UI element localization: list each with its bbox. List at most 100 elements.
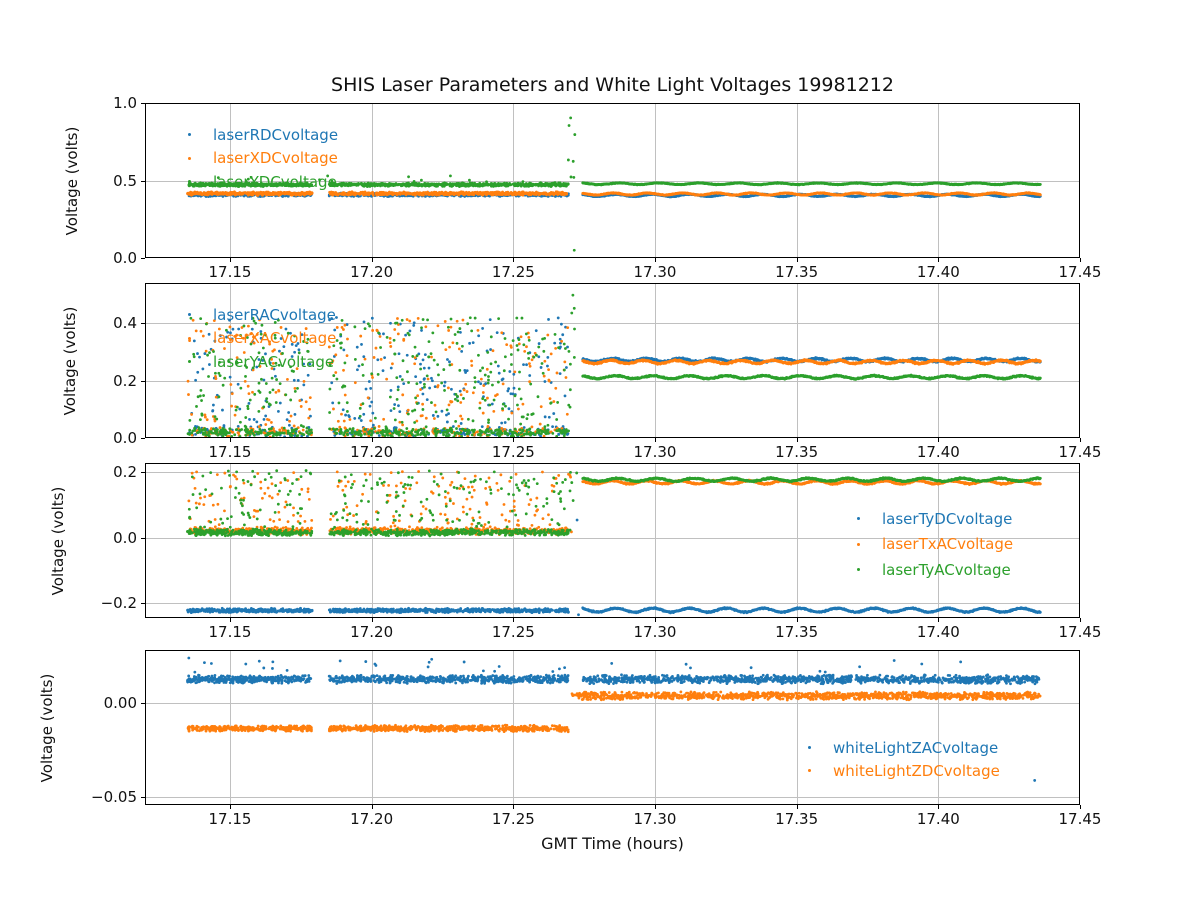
legend-entry: laserRDCvoltage — [188, 123, 338, 147]
x-tick-label: 17.45 — [1058, 443, 1102, 461]
x-tick-label: 17.40 — [916, 810, 960, 828]
legend-4: whiteLightZACvoltage whiteLightZDCvoltage — [808, 736, 1000, 782]
y-tick-mark — [141, 702, 145, 704]
y-tick-label: −0.05 — [91, 788, 137, 807]
plot-area-4 — [145, 650, 1080, 805]
legend-label: laserYDCvoltage — [213, 172, 337, 191]
y-tick-label: 0.5 — [113, 171, 137, 190]
y-tick-label: 0.00 — [103, 693, 137, 712]
x-tick-label: 17.35 — [775, 443, 819, 461]
legend-marker-dot — [188, 313, 191, 317]
x-tick-label: 17.35 — [775, 263, 819, 281]
legend-entry: laserYACvoltage — [188, 350, 336, 374]
legend-label: laserTyDCvoltage — [882, 509, 1013, 528]
legend-entry: laserXDCvoltage — [188, 147, 338, 171]
x-tick-label: 17.45 — [1058, 623, 1102, 641]
legend-label: whiteLightZACvoltage — [833, 738, 999, 757]
y-tick-mark — [141, 323, 145, 325]
x-tick-label: 17.20 — [350, 623, 394, 641]
legend-2: laserRACvoltage laserXACvoltage laserYACvo… — [188, 303, 336, 374]
legend-entry: laserRACvoltage — [188, 303, 336, 327]
x-tick-label: 17.35 — [775, 810, 819, 828]
legend-entry: laserYDCvoltage — [188, 170, 338, 194]
x-tick-mark — [938, 805, 940, 809]
legend-marker-dot — [188, 336, 191, 340]
y-tick-mark — [141, 180, 145, 182]
y-tick-mark — [141, 797, 145, 799]
x-tick-mark — [655, 618, 656, 622]
x-tick-label: 17.40 — [916, 263, 960, 281]
x-tick-mark — [513, 258, 515, 262]
x-tick-mark — [796, 805, 798, 809]
x-tick-mark — [230, 618, 231, 622]
x-tick-label: 17.15 — [208, 623, 252, 641]
legend-label: laserTxACvoltage — [882, 535, 1014, 554]
x-tick-mark — [1080, 618, 1081, 622]
y-tick-mark — [141, 103, 145, 104]
y-tick-mark — [141, 603, 145, 605]
x-tick-mark — [230, 258, 231, 262]
x-tick-mark — [371, 805, 373, 809]
x-tick-mark — [655, 258, 656, 262]
subplot-1 — [145, 103, 1080, 258]
x-tick-mark — [371, 438, 373, 442]
x-tick-label: 17.15 — [208, 263, 252, 281]
y-tick-label: 0.0 — [113, 528, 137, 547]
x-tick-mark — [513, 805, 515, 809]
x-tick-label: 17.40 — [916, 623, 960, 641]
legend-marker-dot — [857, 542, 860, 546]
y-tick-mark — [141, 537, 145, 539]
legend-entry: laserTxACvoltage — [857, 532, 1013, 558]
y-tick-mark — [141, 380, 145, 382]
x-tick-label: 17.25 — [491, 443, 535, 461]
legend-entry: laserTyDCvoltage — [857, 506, 1013, 532]
x-tick-mark — [796, 618, 798, 622]
legend-marker-dot — [188, 133, 191, 137]
y-tick-label: 0.0 — [113, 249, 137, 267]
x-tick-label: 17.30 — [633, 623, 677, 641]
x-tick-label: 17.20 — [350, 810, 394, 828]
x-axis-label: GMT Time (hours) — [541, 834, 684, 853]
legend-marker-dot — [808, 769, 811, 772]
legend-entry: whiteLightZACvoltage — [808, 736, 1000, 759]
plot-area-1 — [145, 103, 1080, 258]
legend-entry: laserXACvoltage — [188, 327, 336, 351]
x-tick-mark — [796, 258, 798, 262]
x-tick-label: 17.25 — [491, 623, 535, 641]
subplot-3 — [145, 463, 1080, 618]
y-axis-label-1: Voltage (volts) — [63, 126, 81, 235]
plot-area-3 — [145, 463, 1080, 618]
y-tick-mark — [141, 438, 145, 439]
y-tick-mark — [141, 472, 145, 474]
x-tick-label: 17.15 — [208, 810, 252, 828]
x-tick-label: 17.20 — [350, 443, 394, 461]
x-tick-label: 17.20 — [350, 263, 394, 281]
y-tick-label: 0.4 — [113, 314, 137, 333]
x-tick-mark — [230, 438, 231, 442]
legend-marker-dot — [808, 746, 811, 749]
legend-label: whiteLightZDCvoltage — [833, 761, 1000, 780]
x-tick-label: 17.25 — [491, 263, 535, 281]
x-tick-label: 17.30 — [633, 443, 677, 461]
legend-entry: laserTyACvoltage — [857, 557, 1013, 583]
x-tick-mark — [513, 618, 515, 622]
y-tick-mark — [141, 258, 145, 259]
legend-marker-dot — [188, 180, 191, 184]
subplot-2 — [145, 283, 1080, 438]
plot-area-2 — [145, 283, 1080, 438]
x-tick-mark — [513, 438, 515, 442]
legend-marker-dot — [857, 517, 860, 521]
legend-1: laserRDCvoltage laserXDCvoltage laserYDCvo… — [188, 123, 338, 194]
x-tick-mark — [938, 438, 940, 442]
y-tick-label: 1.0 — [113, 94, 137, 112]
x-tick-mark — [938, 258, 940, 262]
legend-label: laserTyACvoltage — [882, 560, 1011, 579]
x-tick-label: 17.45 — [1058, 810, 1102, 828]
y-axis-label-2: Voltage (volts) — [61, 306, 79, 415]
y-tick-label: 0.2 — [113, 371, 137, 390]
legend-label: laserRACvoltage — [213, 305, 336, 324]
x-tick-mark — [1080, 438, 1081, 442]
legend-entry: whiteLightZDCvoltage — [808, 759, 1000, 782]
legend-marker-dot — [188, 360, 191, 364]
x-tick-mark — [371, 618, 373, 622]
